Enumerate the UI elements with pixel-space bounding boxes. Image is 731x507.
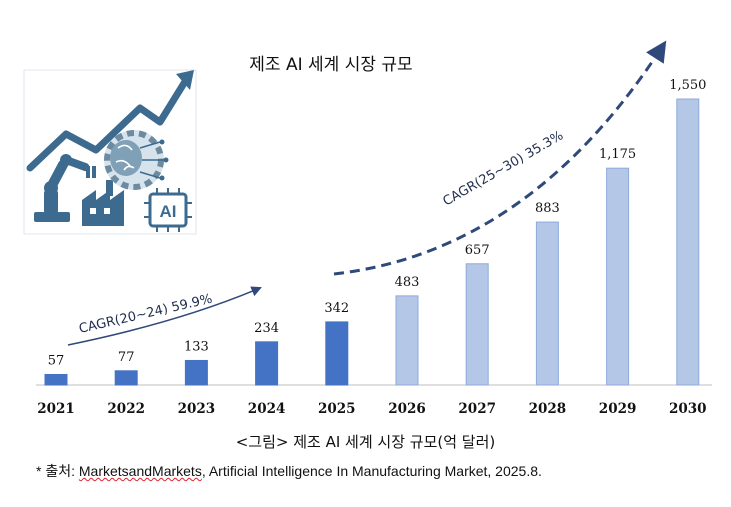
value-label-2026: 483 [395,275,420,290]
tick-label-2030: 2030 [669,401,707,417]
bar-2030 [676,98,700,386]
tick-label-2023: 2023 [178,401,216,417]
cagr-annotation-1: CAGR(20~24) 59.9% [67,286,262,346]
source-prefix: * 출처: [36,463,79,479]
source-detail: , Artificial Intelligence In Manufacturi… [201,463,542,479]
factory-icon [82,180,124,226]
bar-2024 [255,341,279,386]
value-label-2024: 234 [254,321,279,336]
bar-2025 [325,321,349,386]
chart-title: 제조 AI 세계 시장 규모 [249,55,412,75]
cagr-label-2025-2030: CAGR(25~30) 35.3% [441,128,567,209]
bar-2027 [465,263,489,386]
value-label-2023: 133 [184,339,209,354]
brain-gear-icon [104,130,169,190]
value-label-2029: 1,175 [599,147,636,162]
x-axis-tick-labels: 2021 2022 2023 2024 2025 2026 2027 2028 2029 2030 [37,401,706,417]
tick-label-2029: 2029 [599,401,637,417]
value-label-2028: 883 [535,201,560,216]
bar-series [44,98,700,386]
tick-label-2028: 2028 [529,401,567,417]
value-label-2027: 657 [465,243,490,258]
robot-arm-icon [34,154,96,222]
value-label-2021: 57 [48,353,65,368]
tick-label-2021: 2021 [37,401,75,417]
ai-chip-label: AI [160,202,177,221]
bar-2029 [606,167,630,386]
source-note: * 출처: MarketsandMarkets, Artificial Inte… [36,461,542,481]
source-publisher: MarketsandMarkets [78,463,202,479]
tick-label-2025: 2025 [318,401,356,417]
trend-arrow-icon [26,70,194,172]
ai-chip-icon: AI [144,188,192,232]
figure-caption: <그림> 제조 AI 세계 시장 규모(억 달러) [235,433,496,451]
manufacturing-ai-illustration: AI [23,69,197,235]
bar-2028 [535,221,559,386]
tick-label-2024: 2024 [248,401,286,417]
tick-label-2027: 2027 [458,401,496,417]
tick-label-2022: 2022 [107,401,145,417]
tick-label-2026: 2026 [388,401,426,417]
bar-2022 [114,370,138,386]
bar-2026 [395,295,419,386]
value-label-2025: 342 [324,301,349,316]
value-labels: 57 77 133 234 342 483 657 883 1,175 1,550 [48,78,707,368]
value-label-2030: 1,550 [669,78,706,93]
bar-2021 [44,373,68,386]
bar-2023 [184,359,208,386]
cagr-label-2020-2024: CAGR(20~24) 59.9% [78,292,214,337]
value-label-2022: 77 [118,350,135,365]
